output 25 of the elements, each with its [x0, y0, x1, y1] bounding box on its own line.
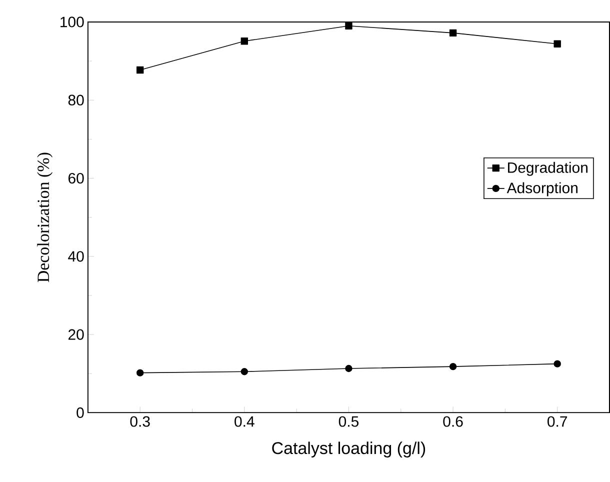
point [449, 30, 457, 37]
x-tick-label: 0.7 [548, 416, 568, 427]
x-tick-label: 0.6 [443, 416, 463, 427]
point [345, 365, 352, 372]
y-tick-label: 40 [68, 251, 84, 262]
y-tick-label: 100 [60, 16, 84, 28]
y-tick-label: 0 [76, 408, 84, 418]
x-tick-label: 0.4 [234, 416, 254, 427]
legend-label: Adsorption [506, 182, 578, 196]
point [449, 363, 457, 370]
y-tick-label: 20 [68, 329, 84, 340]
point [345, 22, 352, 30]
point [136, 66, 144, 74]
point [136, 369, 144, 377]
x-axis-title: Catalyst loading (g/l) [272, 442, 426, 458]
point [240, 368, 248, 376]
y-tick-label: 60 [68, 173, 84, 184]
point [554, 40, 561, 48]
legend-label: Degradation [508, 162, 588, 176]
point [240, 38, 248, 45]
x-tick-label: 0.3 [130, 416, 150, 427]
y-tick-label: 80 [68, 94, 84, 106]
point [554, 360, 561, 368]
y-axis-title: Decolorization (%) [37, 152, 53, 282]
x-tick-label: 0.5 [338, 416, 359, 427]
